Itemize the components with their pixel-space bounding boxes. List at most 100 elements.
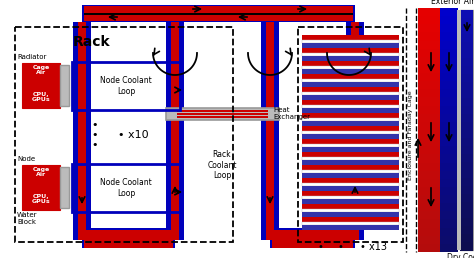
Bar bbox=[460, 106, 473, 115]
Bar bbox=[302, 95, 399, 100]
Bar bbox=[302, 204, 399, 209]
Bar bbox=[440, 187, 458, 196]
Bar bbox=[460, 82, 473, 91]
Bar bbox=[440, 244, 458, 253]
Bar bbox=[82, 5, 355, 22]
Bar bbox=[460, 114, 473, 123]
Bar bbox=[440, 24, 458, 33]
Text: Water
Block: Water Block bbox=[17, 212, 37, 225]
Text: Heat
Exchanger: Heat Exchanger bbox=[273, 108, 310, 120]
Bar bbox=[440, 146, 458, 155]
Bar bbox=[440, 33, 458, 41]
Bar bbox=[460, 98, 473, 107]
Bar bbox=[460, 218, 473, 227]
Bar bbox=[418, 8, 440, 17]
Bar bbox=[351, 22, 359, 240]
Bar bbox=[84, 13, 353, 14]
Bar bbox=[440, 195, 458, 204]
Bar bbox=[302, 100, 399, 105]
Text: Cage
Air: Cage Air bbox=[32, 167, 50, 178]
Bar bbox=[418, 228, 440, 236]
Bar bbox=[302, 43, 399, 48]
Bar bbox=[302, 121, 399, 126]
Bar bbox=[460, 210, 473, 219]
Bar bbox=[460, 186, 473, 195]
Bar bbox=[418, 114, 440, 122]
Bar bbox=[82, 228, 175, 248]
Bar bbox=[15, 27, 233, 242]
Bar bbox=[418, 33, 440, 41]
Bar bbox=[460, 138, 473, 147]
Bar bbox=[60, 65, 69, 106]
Text: • x10: • x10 bbox=[118, 130, 149, 140]
Bar bbox=[302, 199, 399, 204]
Bar bbox=[440, 228, 458, 236]
Bar bbox=[270, 228, 355, 248]
Bar bbox=[272, 230, 353, 239]
Text: •: • bbox=[337, 242, 343, 252]
Bar bbox=[272, 239, 353, 248]
Bar bbox=[440, 130, 458, 139]
Bar bbox=[302, 217, 399, 222]
Bar bbox=[302, 79, 399, 82]
Bar bbox=[302, 56, 399, 61]
Bar bbox=[302, 126, 399, 131]
Bar bbox=[418, 179, 440, 187]
Bar bbox=[302, 134, 399, 139]
Bar bbox=[78, 22, 86, 240]
Bar bbox=[418, 106, 440, 114]
Bar bbox=[302, 186, 399, 191]
Bar bbox=[440, 73, 458, 82]
Bar bbox=[302, 35, 399, 40]
Bar bbox=[302, 170, 399, 173]
Bar bbox=[302, 209, 399, 212]
Bar bbox=[302, 108, 399, 113]
Text: •: • bbox=[317, 242, 323, 252]
Bar bbox=[418, 244, 440, 253]
Text: • x13: • x13 bbox=[360, 242, 387, 252]
Bar bbox=[440, 154, 458, 163]
Bar bbox=[302, 212, 399, 217]
Bar bbox=[460, 122, 473, 131]
Bar bbox=[166, 108, 279, 120]
Bar bbox=[457, 10, 461, 250]
Bar bbox=[418, 220, 440, 228]
Text: Rack
Coolant
Loop: Rack Coolant Loop bbox=[207, 150, 237, 180]
Bar bbox=[460, 154, 473, 163]
Bar bbox=[302, 178, 399, 183]
Bar bbox=[460, 42, 473, 51]
Bar bbox=[460, 146, 473, 155]
Bar bbox=[302, 118, 399, 121]
Bar bbox=[440, 114, 458, 122]
Bar bbox=[22, 63, 60, 86]
Bar bbox=[460, 34, 473, 43]
Bar bbox=[302, 173, 399, 178]
Bar bbox=[84, 6, 353, 13]
Bar bbox=[460, 66, 473, 75]
Bar bbox=[302, 61, 399, 66]
Bar bbox=[302, 160, 399, 165]
Bar bbox=[22, 188, 60, 210]
Text: •: • bbox=[92, 130, 98, 140]
Text: Node Coolant
Loop: Node Coolant Loop bbox=[100, 76, 152, 96]
Bar bbox=[72, 62, 180, 110]
Bar bbox=[22, 165, 60, 188]
Bar bbox=[60, 167, 69, 208]
Bar bbox=[302, 196, 399, 199]
Bar bbox=[440, 203, 458, 212]
Bar bbox=[302, 183, 399, 186]
Bar bbox=[177, 116, 268, 118]
Bar bbox=[440, 211, 458, 220]
Bar bbox=[302, 53, 399, 56]
Bar bbox=[440, 138, 458, 147]
Bar bbox=[440, 8, 458, 252]
Text: Exterior Air: Exterior Air bbox=[431, 0, 474, 6]
Bar bbox=[460, 226, 473, 235]
Bar bbox=[418, 163, 440, 171]
Text: Node Coolant
Loop: Node Coolant Loop bbox=[100, 178, 152, 198]
Bar bbox=[460, 10, 473, 250]
Bar bbox=[460, 178, 473, 187]
Bar bbox=[302, 147, 399, 152]
Text: •: • bbox=[92, 140, 98, 150]
Bar bbox=[302, 40, 399, 43]
